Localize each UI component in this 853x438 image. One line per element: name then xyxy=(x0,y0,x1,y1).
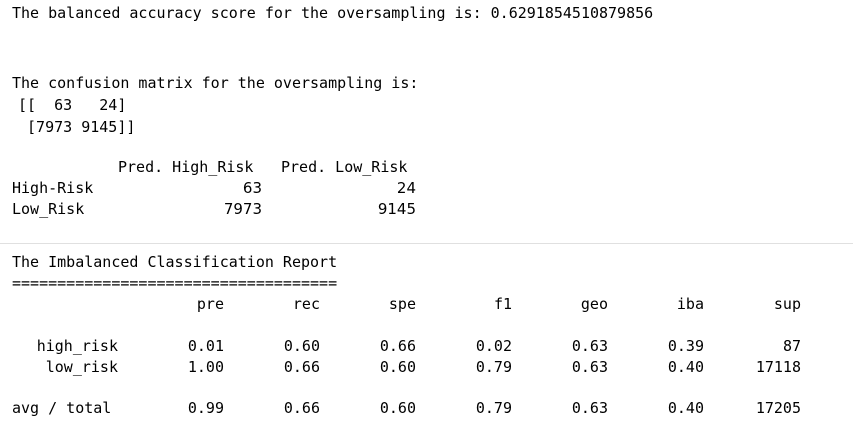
report-row-label-high-risk: high_risk xyxy=(36,337,118,355)
balanced-accuracy-output: The balanced accuracy score for the over… xyxy=(12,4,654,22)
report-cell: 87 xyxy=(782,337,801,355)
report-cell: 0.60 xyxy=(283,337,320,355)
report-cell: 0.66 xyxy=(379,337,416,355)
report-cell: 0.40 xyxy=(667,358,704,376)
report-cell: 0.66 xyxy=(283,358,320,376)
cell-divider xyxy=(0,243,853,244)
report-header-f1: f1 xyxy=(493,295,512,313)
report-cell: 0.63 xyxy=(571,337,608,355)
row-index-high-risk: High-Risk xyxy=(12,179,94,197)
report-cell: 0.63 xyxy=(571,399,608,417)
report-cell: 0.66 xyxy=(283,399,320,417)
table-cell: 9145 xyxy=(377,200,416,218)
report-cell: 1.00 xyxy=(187,358,224,376)
confusion-matrix-row: [[ 63 24] xyxy=(18,96,127,114)
report-cell: 0.40 xyxy=(667,399,704,417)
report-cell: 0.39 xyxy=(667,337,704,355)
report-header-pre: pre xyxy=(196,295,224,313)
report-header-iba: iba xyxy=(676,295,704,313)
report-cell: 0.60 xyxy=(379,399,416,417)
report-cell: 17118 xyxy=(755,358,801,376)
confusion-matrix-title: The confusion matrix for the oversamplin… xyxy=(12,74,419,92)
report-row-label-low-risk: low_risk xyxy=(45,358,118,376)
report-title: The Imbalanced Classification Report xyxy=(12,253,338,271)
column-header-pred-high-risk: Pred. High_Risk xyxy=(118,158,254,176)
report-cell: 0.79 xyxy=(475,358,512,376)
table-cell: 63 xyxy=(242,179,262,197)
row-index-low-risk: Low_Risk xyxy=(12,200,85,218)
report-header-sup: sup xyxy=(773,295,801,313)
report-cell: 0.63 xyxy=(571,358,608,376)
confusion-matrix-row: [7973 9145]] xyxy=(18,118,136,136)
report-row-label-avg-total: avg / total xyxy=(12,399,112,417)
table-cell: 7973 xyxy=(223,200,262,218)
report-header-rec: rec xyxy=(292,295,320,313)
report-cell: 0.01 xyxy=(187,337,224,355)
table-cell: 24 xyxy=(396,179,416,197)
report-cell: 0.99 xyxy=(187,399,224,417)
report-header-geo: geo xyxy=(580,295,608,313)
report-cell: 0.02 xyxy=(475,337,512,355)
report-cell: 0.60 xyxy=(379,358,416,376)
report-header-spe: spe xyxy=(388,295,416,313)
report-cell: 17205 xyxy=(755,399,801,417)
report-rule: ==================================== xyxy=(12,274,338,292)
report-cell: 0.79 xyxy=(475,399,512,417)
column-header-pred-low-risk: Pred. Low_Risk xyxy=(281,158,408,176)
